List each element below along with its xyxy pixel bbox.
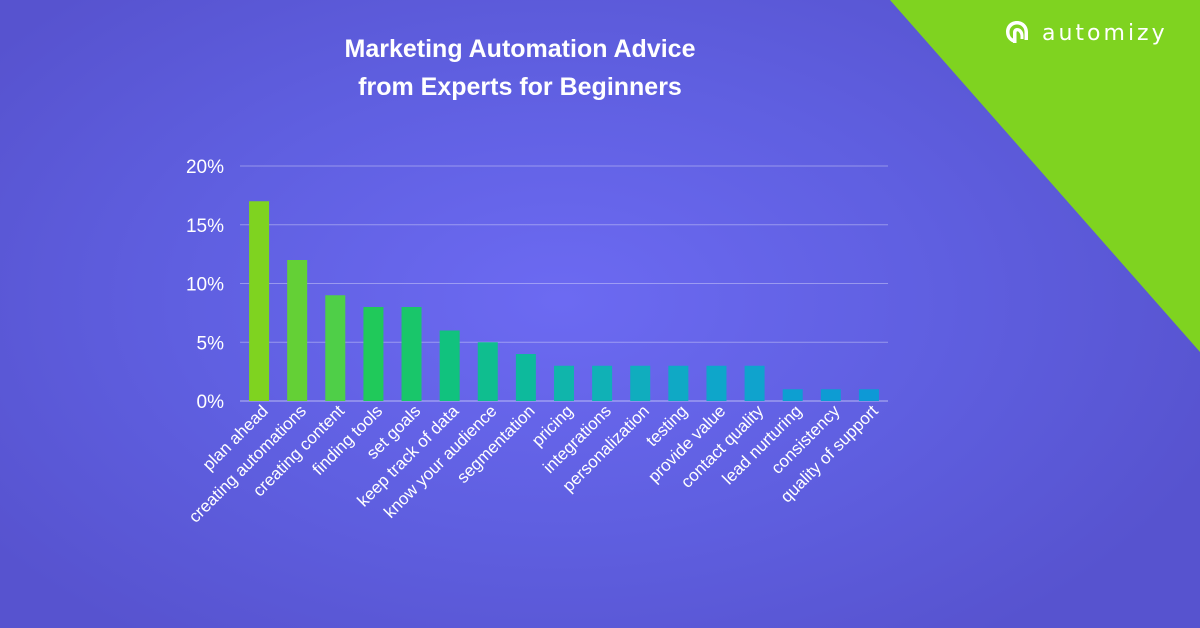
gridlines (240, 165, 888, 402)
bar (820, 389, 841, 401)
automizy-logo-icon (1006, 21, 1028, 43)
bar (630, 365, 651, 401)
bar (858, 389, 879, 401)
bar (782, 389, 803, 401)
bar (592, 365, 613, 401)
bar (477, 342, 498, 401)
chart-title: Marketing Automation Advice from Experts… (220, 30, 820, 106)
bar (401, 307, 422, 401)
bar (706, 365, 727, 401)
y-tick-label: 5% (197, 333, 225, 354)
y-tick-label: 10% (186, 275, 224, 296)
y-tick-label: 15% (186, 216, 224, 237)
bar (668, 365, 689, 401)
y-tick-label: 0% (197, 392, 225, 413)
y-tick-label: 20% (186, 157, 224, 178)
brand-logo[interactable]: automizy (1002, 18, 1168, 48)
bar (287, 260, 308, 401)
brand-name: automizy (1042, 20, 1168, 46)
bar (744, 365, 765, 401)
chart-title-line-1: Marketing Automation Advice (344, 35, 696, 63)
bar (325, 295, 346, 401)
bar (439, 330, 460, 401)
y-axis-tick-labels: 0% 5% 10% 15% 20% (186, 157, 224, 413)
bar (554, 365, 574, 401)
chart-title-line-2: from Experts for Beginners (358, 73, 682, 101)
bar (363, 307, 384, 401)
bar (249, 201, 270, 401)
bars (249, 201, 879, 401)
bar (515, 354, 536, 401)
